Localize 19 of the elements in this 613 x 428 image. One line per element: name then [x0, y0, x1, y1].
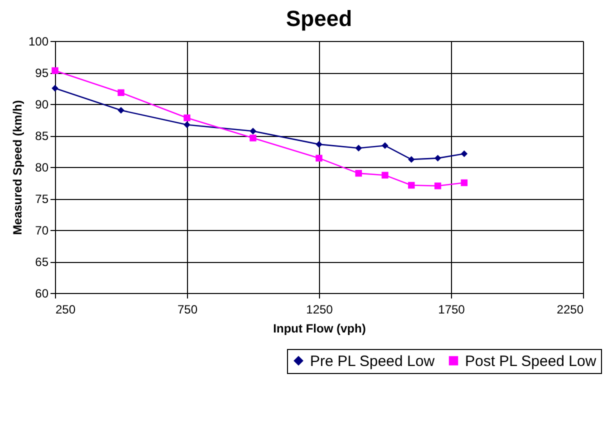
- y-tick-label: 100: [28, 34, 49, 48]
- y-tick-label: 75: [35, 192, 49, 206]
- legend-label: Pre PL Speed Low: [310, 352, 435, 370]
- x-tick-label: 750: [177, 302, 198, 316]
- x-tick-label: 250: [56, 302, 76, 316]
- y-tick-label: 70: [35, 224, 49, 238]
- y-tick-label: 95: [35, 66, 49, 80]
- y-tick-label: 85: [35, 129, 49, 143]
- legend-label: Post PL Speed Low: [465, 352, 596, 370]
- y-tick-label: 90: [35, 98, 49, 112]
- chart-title: Speed: [286, 6, 352, 31]
- y-axis-title: Measured Speed (km/h): [10, 100, 24, 235]
- y-tick-label: 65: [35, 255, 49, 269]
- y-tick-label: 80: [35, 160, 49, 174]
- x-tick-label: 1750: [438, 302, 466, 316]
- x-axis-title: Input Flow (vph): [273, 322, 366, 336]
- y-tick-label: 60: [35, 286, 49, 300]
- x-tick-label: 2250: [556, 302, 584, 316]
- x-tick-label: 1250: [306, 302, 334, 316]
